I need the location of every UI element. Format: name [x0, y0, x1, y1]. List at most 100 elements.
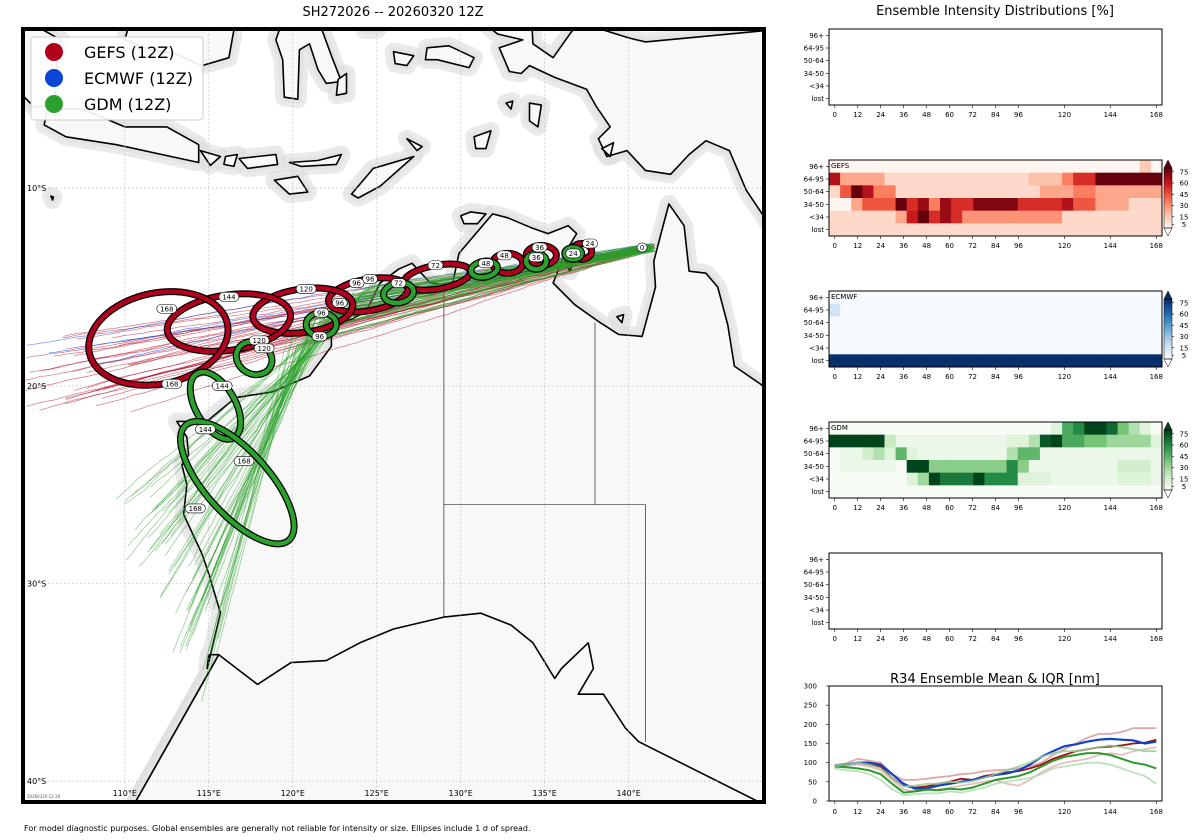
x-tick-label: 12 [853, 373, 862, 381]
heat-cell [973, 485, 985, 499]
heat-cell [884, 210, 896, 224]
heat-cell [1039, 485, 1052, 499]
heat-cell [995, 160, 1007, 174]
heat-cell [873, 485, 885, 499]
heat-cell [1039, 447, 1052, 461]
heat-cell [917, 434, 930, 448]
gdm-hour-label-72: 72 [394, 280, 403, 288]
y-tick-label: lost [811, 619, 824, 627]
heat-cell [851, 316, 863, 330]
heat-cell [1095, 422, 1107, 436]
colorbar-segment [1164, 432, 1172, 435]
heat-cell [895, 472, 908, 486]
x-tick-label: 48 [922, 242, 931, 250]
r34-y-tick-label: 50 [808, 778, 817, 786]
colorbar-segment [1164, 480, 1172, 483]
x-tick-label: 0 [833, 635, 837, 643]
heat-cell [873, 210, 885, 224]
map-axis-labels: 110°E 115°E 120°E 125°E 130°E 135°E 140°E 10°S 2… [27, 184, 641, 798]
heat-cell [995, 485, 1007, 499]
gefs-hour-label-48: 48 [500, 252, 509, 260]
heat-cell [1039, 198, 1052, 212]
heat-cell [1106, 160, 1118, 174]
heat-cell [995, 198, 1007, 212]
heat-cell [829, 460, 841, 474]
heat-cell [962, 172, 974, 186]
heat-cell [1128, 223, 1141, 237]
r34-y-tick-label: 200 [804, 721, 817, 729]
heat-cell [995, 303, 1007, 317]
heat-cell [928, 185, 941, 199]
heat-cell [1073, 485, 1085, 499]
heat-cell [995, 185, 1007, 199]
heat-cell [862, 447, 874, 461]
y-tick-label: 96+ [809, 425, 824, 433]
heat-cell [917, 185, 930, 199]
colorbar-min-arrow [1163, 489, 1173, 499]
gefs-hour-label-120: 120 [299, 286, 312, 294]
colorbar-min-arrow [1163, 227, 1173, 237]
heat-cell [973, 291, 985, 305]
x-tick-label: 84 [991, 242, 1000, 250]
colorbar-segment [1164, 349, 1172, 352]
heat-cell [906, 316, 919, 330]
colorbar-segment [1164, 178, 1172, 181]
gefs-hour-label-0: 0 [640, 244, 644, 252]
heat-cell [1117, 341, 1130, 355]
heat-cell [951, 460, 963, 474]
heat-cell [1028, 185, 1041, 199]
heat-cell [1073, 422, 1085, 436]
heat-cell [1051, 434, 1063, 448]
heat-cell [973, 341, 985, 355]
colorbar-segment [1164, 442, 1172, 445]
heat-cell [962, 447, 974, 461]
colorbar-segment [1164, 438, 1172, 441]
colorbar-segment [1164, 206, 1172, 209]
heat-cell [851, 185, 863, 199]
colorbar-segment [1164, 462, 1172, 465]
heat-cell [1073, 354, 1085, 368]
heat-cell [840, 198, 852, 212]
heat-cell [973, 422, 985, 436]
gdm-hour-label-96-bg [311, 331, 328, 342]
colorbar-tick-label: 5 [1182, 483, 1186, 491]
colorbar-tick-label: 60 [1180, 180, 1189, 188]
heat-cell [884, 291, 896, 305]
heat-cell [984, 422, 996, 436]
gefs-hour-label-168-bg [161, 379, 183, 389]
heat-cell [873, 354, 885, 368]
colorbar-segment [1164, 315, 1172, 318]
heat-cell [1073, 210, 1085, 224]
heat-cell [917, 210, 930, 224]
heat-cell [1106, 354, 1118, 368]
heat-cell [1117, 291, 1130, 305]
heat-cell [873, 172, 885, 186]
lon-tick-label: 125°E [365, 789, 389, 798]
lon-tick-label: 120°E [281, 789, 305, 798]
heat-cell [829, 316, 841, 330]
heat-cell [873, 472, 885, 486]
gdm-hour-label-72-bg [390, 278, 407, 288]
heat-cell [1150, 329, 1163, 343]
r34-x-tick-label: 24 [876, 808, 885, 816]
colorbar-segment [1164, 331, 1172, 334]
heat-cell [1062, 185, 1074, 199]
colorbar-segment [1164, 319, 1172, 322]
heat-cell [995, 460, 1007, 474]
heat-cell [928, 434, 941, 448]
heat-cell [1128, 303, 1141, 317]
x-tick-label: 96 [1014, 373, 1023, 381]
heat-cell [1084, 472, 1096, 486]
heat-cell [995, 341, 1007, 355]
x-tick-label: 84 [991, 111, 1000, 119]
heat-cell [1084, 329, 1096, 343]
gefs-hour-label-96: 96 [335, 299, 344, 307]
heat-cell [1084, 354, 1096, 368]
heat-cell [984, 291, 996, 305]
heat-cell [873, 422, 885, 436]
colorbar-segment [1164, 446, 1172, 449]
y-tick-label: 50-64 [804, 450, 825, 458]
colorbar-segment [1164, 339, 1172, 342]
heat-cell [1150, 291, 1163, 305]
heat-cell [984, 472, 996, 486]
